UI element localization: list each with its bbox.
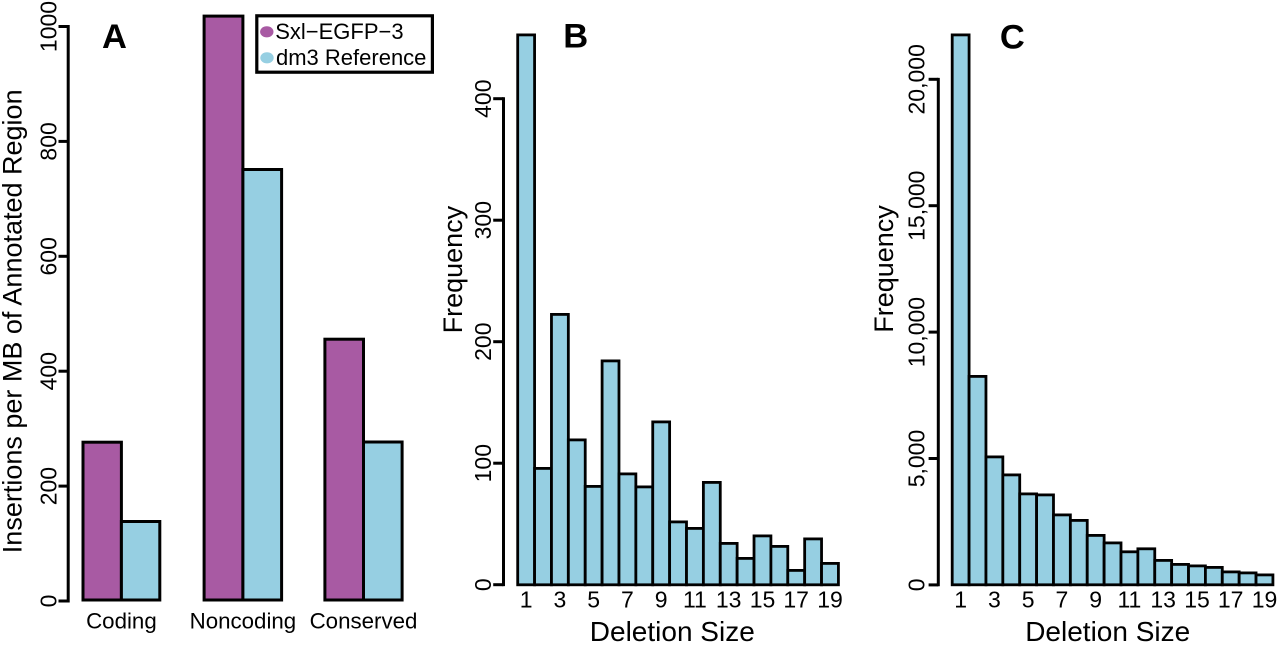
svg-text:5: 5 (1022, 587, 1035, 613)
svg-text:5,000: 5,000 (904, 430, 930, 488)
svg-text:1: 1 (520, 587, 533, 613)
svg-text:13: 13 (1150, 587, 1176, 613)
svg-text:200: 200 (35, 467, 61, 505)
svg-text:Deletion Size: Deletion Size (590, 616, 755, 646)
svg-text:9: 9 (655, 587, 668, 613)
svg-text:Conserved: Conserved (310, 609, 418, 634)
svg-text:11: 11 (683, 587, 707, 613)
svg-text:C: C (1000, 18, 1025, 56)
svg-text:15: 15 (1184, 587, 1210, 613)
svg-text:600: 600 (35, 237, 61, 275)
svg-text:B: B (563, 18, 588, 56)
svg-text:0: 0 (470, 578, 496, 591)
svg-text:9: 9 (1089, 587, 1102, 613)
svg-text:0: 0 (904, 579, 930, 592)
svg-text:Insertions per MB of Annotated: Insertions per MB of Annotated Region (0, 89, 27, 553)
svg-text:10,000: 10,000 (904, 297, 930, 367)
svg-text:19: 19 (1252, 587, 1278, 613)
svg-text:200: 200 (470, 323, 496, 361)
svg-text:100: 100 (470, 444, 496, 482)
svg-text:400: 400 (470, 80, 496, 118)
svg-text:Coding: Coding (86, 609, 157, 634)
svg-text:11: 11 (1117, 587, 1141, 613)
svg-text:1: 1 (954, 587, 967, 613)
svg-text:Deletion Size: Deletion Size (1025, 616, 1190, 646)
svg-text:3: 3 (554, 587, 567, 613)
svg-text:0: 0 (35, 595, 61, 608)
svg-text:15: 15 (750, 587, 776, 613)
svg-text:Sxl−EGFP−3: Sxl−EGFP−3 (275, 19, 403, 44)
svg-text:20,000: 20,000 (904, 44, 930, 114)
svg-text:dm3 Reference: dm3 Reference (276, 45, 426, 70)
svg-text:3: 3 (988, 587, 1001, 613)
svg-text:1000: 1000 (35, 1, 61, 52)
svg-text:Frequency: Frequency (438, 205, 468, 333)
svg-text:17: 17 (783, 587, 809, 613)
svg-text:400: 400 (35, 352, 61, 390)
svg-text:A: A (102, 18, 127, 56)
svg-text:15,000: 15,000 (904, 171, 930, 241)
svg-text:300: 300 (470, 201, 496, 239)
svg-text:13: 13 (716, 587, 742, 613)
svg-text:7: 7 (621, 587, 634, 613)
svg-text:7: 7 (1056, 587, 1069, 613)
svg-text:19: 19 (817, 587, 843, 613)
svg-text:800: 800 (35, 122, 61, 160)
svg-text:5: 5 (587, 587, 600, 613)
svg-text:Noncoding: Noncoding (190, 609, 297, 634)
svg-text:17: 17 (1218, 587, 1244, 613)
svg-text:Frequency: Frequency (869, 205, 899, 333)
